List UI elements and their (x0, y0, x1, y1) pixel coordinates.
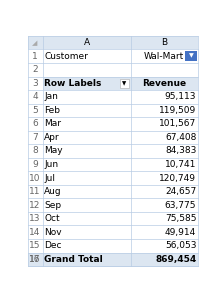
Text: Jun: Jun (44, 160, 58, 169)
Text: Apr: Apr (44, 133, 60, 142)
Bar (185, 51, 197, 61)
Text: 101,567: 101,567 (159, 119, 196, 128)
Text: 75,585: 75,585 (165, 214, 196, 223)
Text: May: May (44, 147, 63, 155)
Text: Feb: Feb (44, 106, 60, 115)
Text: 8: 8 (32, 147, 38, 155)
Text: Wal-Mart: Wal-Mart (143, 52, 183, 61)
Bar (28, 253, 198, 266)
Text: 119,509: 119,509 (159, 106, 196, 115)
Bar (42, 77, 198, 90)
Text: 4: 4 (32, 92, 38, 101)
Text: 9: 9 (32, 160, 38, 169)
Text: Jul: Jul (44, 174, 55, 183)
Text: 3: 3 (32, 79, 38, 88)
Text: 13: 13 (29, 214, 41, 223)
Text: 16: 16 (29, 255, 41, 264)
Text: B: B (161, 38, 168, 47)
Text: 1: 1 (32, 52, 38, 61)
Text: 10: 10 (29, 174, 41, 183)
Text: Revenue: Revenue (143, 79, 187, 88)
Text: Sep: Sep (44, 201, 61, 210)
Text: 56,053: 56,053 (165, 241, 196, 250)
Text: 10,741: 10,741 (165, 160, 196, 169)
Text: 15: 15 (29, 241, 41, 250)
Text: 2: 2 (32, 65, 38, 74)
Text: Nov: Nov (44, 228, 62, 237)
Text: 14: 14 (29, 228, 41, 237)
Text: 12: 12 (29, 201, 41, 210)
Text: Dec: Dec (44, 241, 62, 250)
Bar (28, 36, 198, 49)
Text: ▼: ▼ (122, 81, 126, 86)
Text: Oct: Oct (44, 214, 60, 223)
Text: 7: 7 (32, 133, 38, 142)
Text: 84,383: 84,383 (165, 147, 196, 155)
Text: Row Labels: Row Labels (44, 79, 102, 88)
Text: 63,775: 63,775 (165, 201, 196, 210)
Text: 49,914: 49,914 (165, 228, 196, 237)
Text: Jan: Jan (44, 92, 58, 101)
Text: Grand Total: Grand Total (44, 255, 103, 264)
Text: 6: 6 (32, 119, 38, 128)
Text: ▼: ▼ (189, 54, 194, 59)
Text: 24,657: 24,657 (165, 187, 196, 196)
Text: Aug: Aug (44, 187, 62, 196)
Text: A: A (84, 38, 90, 47)
Text: 67,408: 67,408 (165, 133, 196, 142)
Text: Mar: Mar (44, 119, 61, 128)
Text: 95,113: 95,113 (165, 92, 196, 101)
Text: 120,749: 120,749 (159, 174, 196, 183)
Text: ◢: ◢ (32, 40, 38, 46)
Text: 11: 11 (29, 187, 41, 196)
FancyBboxPatch shape (120, 79, 129, 88)
Text: Customer: Customer (44, 52, 88, 61)
Text: 869,454: 869,454 (155, 255, 196, 264)
Text: 5: 5 (32, 106, 38, 115)
Text: 17: 17 (29, 255, 41, 264)
